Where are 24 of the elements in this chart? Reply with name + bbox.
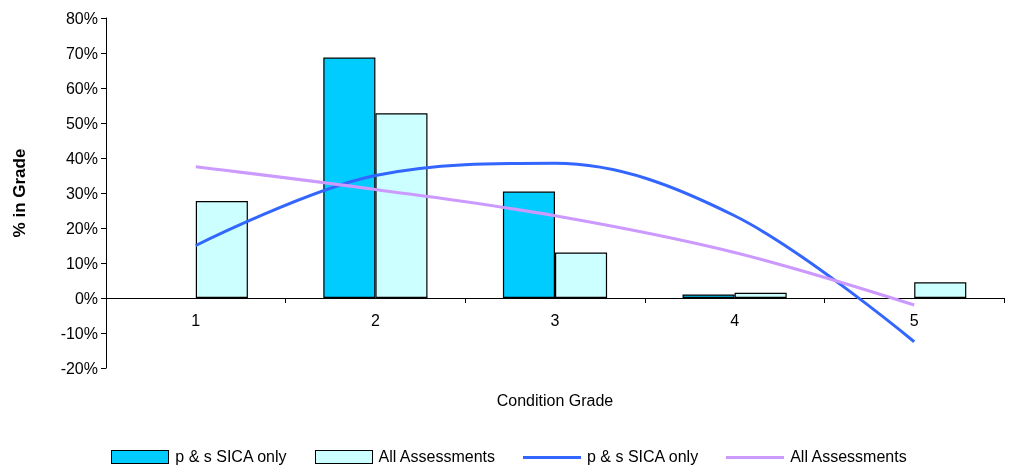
legend-label: All Assessments [378, 448, 495, 466]
y-tick-label: 40% [65, 149, 98, 167]
x-tick-label: 3 [550, 311, 560, 329]
x-tick-label: 2 [370, 311, 380, 329]
y-tick-label: 80% [65, 9, 98, 27]
x-tick-label: 5 [909, 311, 919, 329]
y-tick-label: 20% [65, 219, 98, 237]
y-tick-label: 50% [65, 114, 98, 132]
y-axis-title: % in Grade [10, 148, 29, 238]
y-tick-label: 10% [65, 254, 98, 272]
line-series [194, 161, 916, 344]
y-tick-label: 60% [65, 79, 98, 97]
line-series [194, 165, 916, 307]
x-axis-title: Condition Grade [495, 392, 615, 410]
y-tick-label: -10% [60, 324, 98, 342]
legend-label: p & s SICA only [587, 448, 699, 466]
legend-label: All Assessments [790, 448, 907, 466]
y-tick-label: 30% [65, 184, 98, 202]
y-tick-label: 0% [74, 289, 98, 307]
y-tick-label: -20% [60, 359, 98, 377]
y-tick-label: 70% [65, 44, 98, 62]
legend-label: p & s SICA only [175, 448, 287, 466]
x-tick-label: 1 [191, 311, 201, 329]
x-tick-label: 4 [730, 311, 740, 329]
